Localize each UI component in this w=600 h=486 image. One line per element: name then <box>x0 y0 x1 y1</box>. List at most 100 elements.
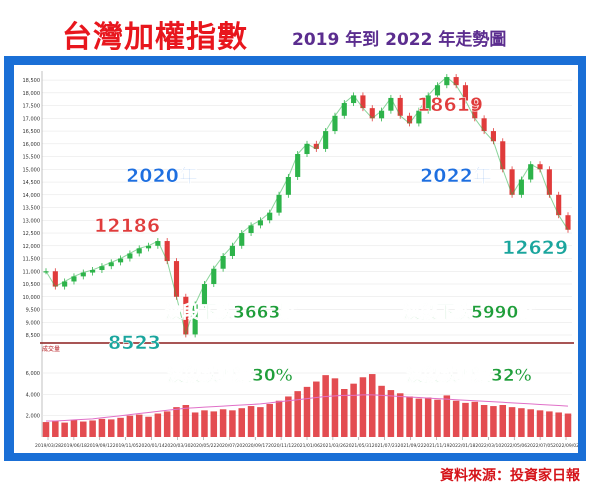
volume-bar <box>107 419 115 437</box>
title-row: 台灣加權指數 2019 年到 2022 年走勢圖 <box>0 4 600 55</box>
volume-bar <box>135 414 143 437</box>
volume-bar <box>173 407 180 437</box>
price-tick-label: 9,500 <box>26 308 40 314</box>
date-tick-label: 2020/07/20 <box>216 443 242 449</box>
candle-body <box>127 253 133 259</box>
volume-bar <box>555 412 562 437</box>
volume-bar <box>452 400 460 437</box>
volume-series-label: 成交量 <box>42 345 60 353</box>
volume-bar <box>406 396 413 437</box>
volume-bar <box>508 407 516 437</box>
volume-bar <box>443 395 451 437</box>
candle-body <box>313 143 319 149</box>
label-trough-2020: 8523 <box>108 332 161 354</box>
candle-body <box>546 169 552 195</box>
price-series-line <box>45 76 569 337</box>
date-tick-label: 2022/05/06 <box>501 443 527 449</box>
date-tick-label: 2019/11/05 <box>113 443 139 449</box>
label-year-2022: 2022年 <box>420 164 492 187</box>
date-axis: 2019/03/28 2019/06/18 2019/09/12 2019/11/05… <box>35 437 578 449</box>
volume-bar <box>396 393 404 437</box>
candle-body <box>229 245 235 256</box>
volume-bar <box>219 409 227 437</box>
candle-body <box>239 233 245 246</box>
candle-body <box>80 272 86 277</box>
date-tick-label: 2021/03/26 <box>320 443 346 449</box>
candle-body <box>481 118 487 132</box>
candle-body <box>528 164 534 180</box>
candle-body <box>341 103 347 116</box>
price-tick-label: 17,500 <box>23 104 41 110</box>
volume-bar <box>564 413 572 437</box>
candle-body <box>388 97 394 111</box>
price-candles <box>43 74 571 338</box>
volume-bar <box>257 407 264 437</box>
volume-bar <box>480 405 488 437</box>
date-tick-label: 2019/09/12 <box>87 443 113 449</box>
candle-body <box>323 131 329 149</box>
volume-bar <box>285 396 292 437</box>
price-tick-label: 16,000 <box>23 142 41 148</box>
candle-body <box>397 97 403 116</box>
label-drop-pct-2022: 波段跌幅達32% <box>406 365 532 386</box>
price-tick-label: 13,000 <box>23 218 41 224</box>
candle-body <box>99 266 105 270</box>
candle-body <box>444 77 450 86</box>
candle-body <box>248 225 254 234</box>
price-tick-label: 15,500 <box>23 155 41 161</box>
price-tick-label: 16,500 <box>23 129 41 135</box>
date-tick-label: 2020/03/30 <box>165 443 191 449</box>
date-tick-label: 2021/07/23 <box>372 443 398 449</box>
candle-body <box>425 95 431 111</box>
candle-body <box>201 284 208 305</box>
candle-body <box>192 304 198 335</box>
candle-body <box>164 241 170 262</box>
volume-bar <box>499 405 507 437</box>
volume-bar <box>126 415 134 437</box>
candle-body <box>62 281 68 287</box>
volume-bars <box>42 374 572 437</box>
volume-bar <box>80 421 87 437</box>
volume-bar <box>294 391 301 437</box>
volume-bar <box>434 399 441 437</box>
candle-body <box>406 115 413 124</box>
volume-tick-label: 4,000 <box>26 392 40 398</box>
candle-body <box>108 262 114 267</box>
candle-body <box>500 141 506 170</box>
label-drop-points-2020: 波段下跌3663點 <box>165 302 297 323</box>
candle-body <box>416 110 422 124</box>
date-tick-label: 2022/07/05 <box>527 443 553 449</box>
candle-body <box>90 270 96 273</box>
volume-bar <box>331 378 339 437</box>
volume-bar <box>546 411 553 437</box>
candle-body <box>518 179 524 195</box>
volume-bar <box>182 405 190 437</box>
volume-bar <box>415 398 423 437</box>
candle-body <box>211 268 217 285</box>
label-peak-2020: 12186 <box>94 215 160 237</box>
price-tick-label: 8,500 <box>26 333 40 339</box>
price-tick-label: 10,000 <box>23 295 41 301</box>
candle-body <box>257 220 263 226</box>
date-tick-label: 2022/01/18 <box>449 443 475 449</box>
label-trough-2022: 12629 <box>502 237 568 259</box>
volume-bar <box>536 410 544 437</box>
candle-body <box>220 255 226 269</box>
volume-bar <box>89 420 96 437</box>
date-tick-label: 2021/01/06 <box>294 443 320 449</box>
volume-bar <box>322 375 329 437</box>
volume-bar <box>387 390 395 437</box>
price-tick-label: 18,500 <box>23 78 41 84</box>
volume-bar <box>154 413 162 437</box>
price-tick-label: 9,000 <box>26 320 40 326</box>
candle-body <box>509 169 515 195</box>
candle-body <box>285 176 291 195</box>
candle-body <box>360 95 366 109</box>
price-tick-label: 10,500 <box>23 282 41 288</box>
volume-bar <box>518 408 525 437</box>
price-tick-label: 17,000 <box>23 116 41 122</box>
price-tick-label: 15,000 <box>23 167 41 173</box>
candle-body <box>379 110 385 119</box>
volume-bar <box>303 386 311 437</box>
volume-tick-label: 2,000 <box>26 414 40 420</box>
